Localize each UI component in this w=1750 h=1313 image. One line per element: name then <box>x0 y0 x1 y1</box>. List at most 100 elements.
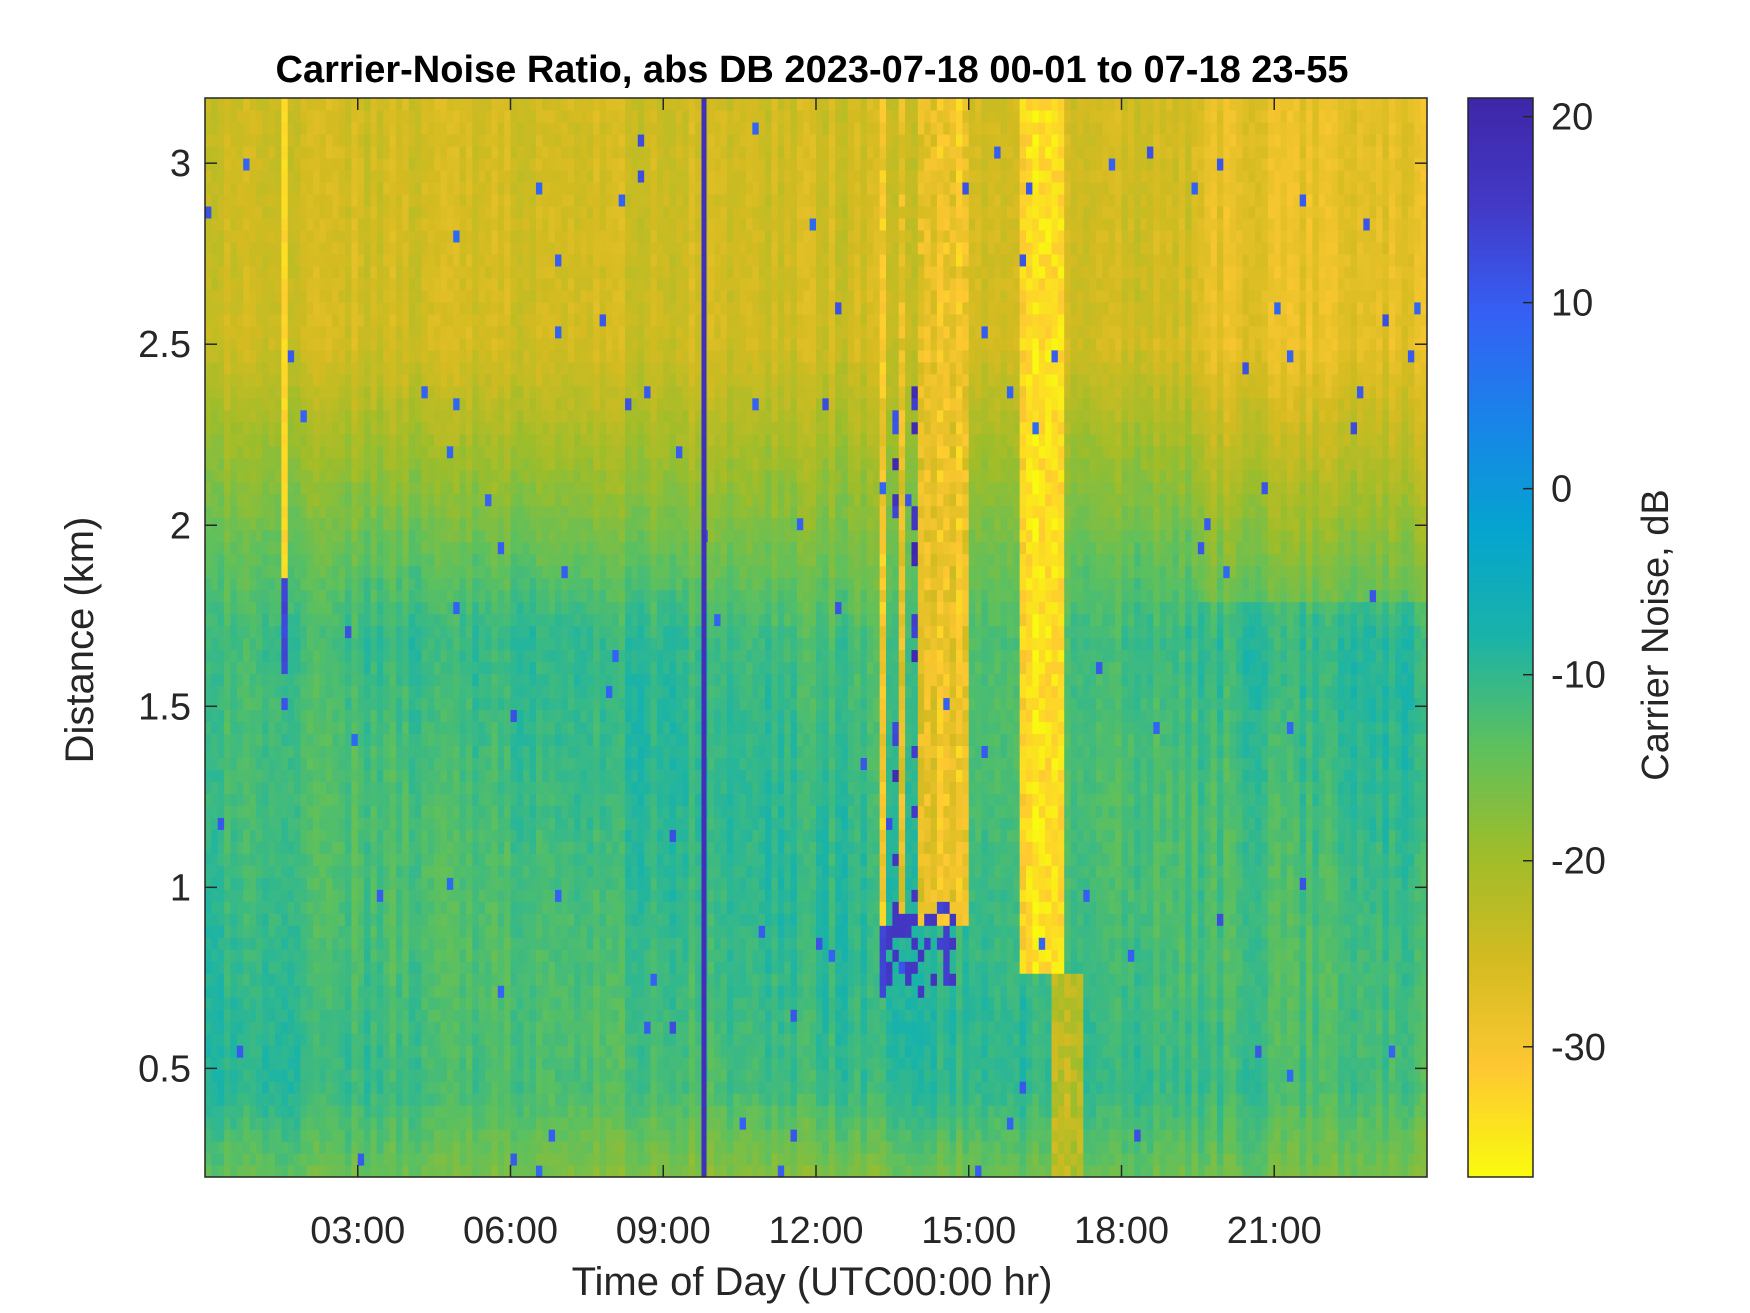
heatmap-cell <box>472 98 480 111</box>
heatmap-cell <box>370 313 378 327</box>
heatmap-cell <box>351 373 359 387</box>
heatmap-cell <box>357 769 365 782</box>
heatmap-cell <box>491 457 499 471</box>
heatmap-cell <box>275 301 282 315</box>
heatmap-cell <box>230 349 238 363</box>
heatmap-cell <box>224 1057 232 1070</box>
heatmap-cell <box>497 337 505 351</box>
heatmap-cell <box>529 493 537 507</box>
heatmap-cell <box>287 169 295 183</box>
heatmap-cell <box>211 157 219 171</box>
heatmap-cell <box>453 541 461 555</box>
heatmap-cell <box>236 877 244 890</box>
heatmap-cell <box>268 889 276 902</box>
heatmap-cell <box>504 193 512 207</box>
heatmap-cell <box>497 673 505 687</box>
heatmap-cell <box>345 949 352 962</box>
heatmap-cell <box>516 1009 524 1022</box>
heatmap-cell <box>485 397 492 411</box>
heatmap-cell <box>351 469 359 483</box>
heatmap-cell <box>542 1033 550 1046</box>
heatmap-cell <box>383 685 391 699</box>
heatmap-cell <box>300 781 308 794</box>
heatmap-cell <box>523 901 531 914</box>
heatmap-cell <box>395 217 403 231</box>
heatmap-cell <box>294 1129 302 1142</box>
heatmap-cell <box>389 169 397 183</box>
heatmap-cell <box>491 877 499 890</box>
heatmap-cell <box>453 601 461 615</box>
heatmap-cell <box>364 997 372 1010</box>
heatmap-cell <box>236 325 244 339</box>
heatmap-cell <box>249 925 257 938</box>
heatmap-cell <box>497 853 505 866</box>
heatmap-cell <box>389 481 397 495</box>
heatmap-cell <box>478 937 486 950</box>
heatmap-cell <box>446 673 454 687</box>
heatmap-cell <box>408 1021 416 1034</box>
heatmap-cell <box>351 121 359 135</box>
heatmap-cell <box>338 1093 346 1106</box>
heatmap-cell <box>383 997 391 1010</box>
heatmap-cell <box>472 685 480 699</box>
heatmap-cell <box>376 385 384 399</box>
heatmap-cell <box>472 433 480 447</box>
heatmap-cell <box>268 121 276 135</box>
heatmap-cell <box>383 625 391 639</box>
heatmap-cell <box>332 949 340 962</box>
heatmap-cell <box>408 949 416 962</box>
heatmap-cell <box>300 1033 308 1046</box>
heatmap-cell <box>249 457 257 471</box>
heatmap-cell <box>529 769 537 782</box>
heatmap-cell <box>268 625 276 639</box>
heatmap-cell <box>325 1045 333 1058</box>
heatmap-cell <box>395 649 403 663</box>
heatmap-cell <box>262 757 270 770</box>
heatmap-cell <box>351 349 359 363</box>
heatmap-cell <box>440 553 448 567</box>
heatmap-cell <box>491 217 499 231</box>
heatmap-cell <box>287 889 295 902</box>
heatmap-cell <box>357 553 365 567</box>
heatmap-cell <box>332 841 340 854</box>
heatmap-cell <box>472 109 480 123</box>
heatmap-cell <box>478 745 486 758</box>
heatmap-cell <box>491 817 499 830</box>
heatmap-cell <box>376 265 384 279</box>
heatmap-cell <box>529 1153 537 1166</box>
heatmap-cell <box>459 793 467 806</box>
heatmap-cell <box>440 1093 448 1106</box>
heatmap-cell <box>542 589 550 603</box>
heatmap-cell <box>453 613 461 627</box>
heatmap-cell <box>548 973 556 986</box>
heatmap-cell <box>510 505 518 519</box>
heatmap-cell <box>529 913 537 926</box>
heatmap-cell <box>287 769 295 782</box>
heatmap-cell <box>268 829 276 842</box>
heatmap-cell <box>313 841 321 854</box>
heatmap-cell <box>485 253 492 267</box>
heatmap-cell <box>313 697 321 711</box>
heatmap-cell <box>523 961 531 974</box>
heatmap-cell <box>402 229 410 243</box>
heatmap-cell <box>446 1057 454 1070</box>
heatmap-cell <box>370 157 378 171</box>
heatmap-cell <box>548 697 556 711</box>
heatmap-cell <box>306 553 314 567</box>
heatmap-cell <box>325 265 333 279</box>
heatmap-cell <box>255 98 263 111</box>
heatmap-cell <box>255 1045 263 1058</box>
heatmap-cell <box>523 1021 531 1034</box>
heatmap-cell <box>370 109 378 123</box>
heatmap-cell <box>249 289 257 303</box>
heatmap-cell <box>555 853 563 866</box>
heatmap-cell <box>287 337 295 351</box>
heatmap-cell <box>478 169 486 183</box>
heatmap-cell <box>383 193 391 207</box>
heatmap-cell <box>364 289 372 303</box>
heatmap-cell <box>357 649 365 663</box>
heatmap-cell <box>497 985 505 998</box>
heatmap-cell <box>491 1057 499 1070</box>
heatmap-cell <box>243 637 251 651</box>
heatmap-cell <box>408 229 416 243</box>
